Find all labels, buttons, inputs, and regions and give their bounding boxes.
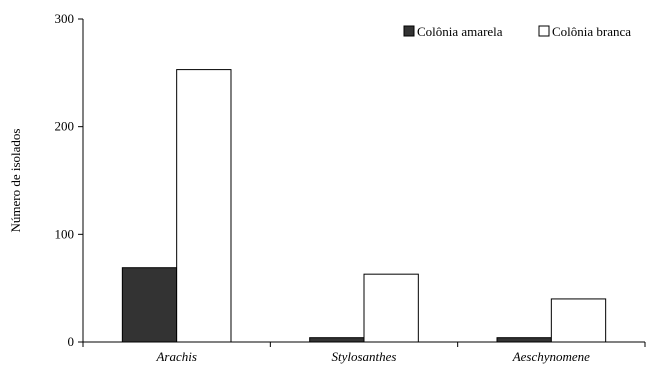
- bar-aeschynomene-amarela: [496, 337, 552, 343]
- legend-swatch: [403, 25, 415, 37]
- bar-arachis-amarela: [121, 267, 178, 343]
- y-axis: 0 100 200 300: [55, 11, 84, 349]
- bars: [121, 69, 607, 343]
- legend-swatch: [538, 25, 550, 37]
- y-tick-label: 200: [55, 119, 75, 134]
- y-axis-title: Número de isolados: [8, 129, 23, 233]
- x-category-label: Stylosanthes: [332, 349, 397, 364]
- x-axis: Arachis Stylosanthes Aeschynomene: [82, 341, 646, 364]
- legend: Colônia amarela Colônia branca: [403, 24, 631, 39]
- x-category-label: Aeschynomene: [512, 349, 590, 364]
- y-tick-label: 0: [68, 334, 75, 349]
- x-category-label: Arachis: [155, 349, 196, 364]
- bar-stylosanthes-branca: [363, 273, 419, 343]
- bar-aeschynomene-branca: [550, 298, 607, 343]
- bar-arachis-branca: [176, 69, 232, 343]
- y-tick-label: 300: [55, 11, 75, 26]
- bar-stylosanthes-amarela: [309, 337, 365, 343]
- y-tick-label: 100: [55, 226, 75, 241]
- legend-label: Colônia amarela: [417, 24, 503, 39]
- legend-label: Colônia branca: [552, 24, 631, 39]
